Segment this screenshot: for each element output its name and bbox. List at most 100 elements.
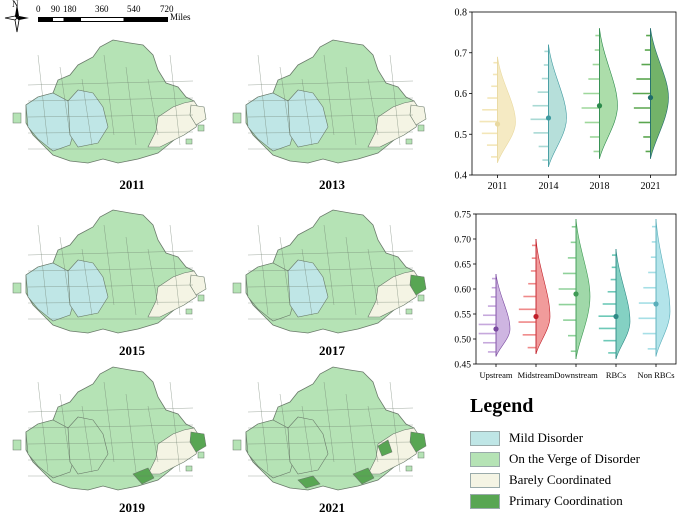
x-tick-label: Midstream (518, 370, 555, 380)
map-boundary (103, 54, 115, 136)
map-boundary (59, 66, 71, 136)
violin-upstream (495, 273, 511, 357)
mean-dot (596, 103, 603, 109)
map-boundary (345, 236, 357, 316)
map-boundary (103, 224, 115, 306)
x-tick-label: 2021 (641, 181, 661, 192)
violin-2011 (497, 56, 516, 163)
map-year-label: 2021 (319, 500, 345, 515)
map-year-label: 2011 (119, 177, 145, 192)
map-island (417, 451, 425, 459)
mean-dot (494, 121, 501, 127)
map-island (405, 138, 413, 145)
map-island (12, 439, 22, 451)
scale-bar (38, 17, 168, 22)
map-boundary (247, 284, 414, 288)
map-boundary (27, 114, 194, 118)
map-boundary (27, 301, 194, 304)
scale-tick: 540 (127, 4, 141, 14)
legend-title: Legend (470, 395, 534, 417)
map-island (417, 124, 425, 132)
map-boundary (247, 97, 414, 102)
map-year-label: 2013 (319, 177, 345, 192)
map-region-east (147, 100, 203, 148)
y-tick-label: 0.55 (454, 311, 471, 321)
map-boundary (27, 250, 194, 256)
map-boundary (103, 381, 115, 463)
map-island (12, 282, 22, 294)
mean-dot (613, 313, 619, 320)
x-tick-label: 2018 (590, 181, 610, 192)
map-boundary (247, 458, 414, 461)
map-boundary (81, 405, 93, 473)
map-region-far-east (409, 431, 427, 453)
y-tick-label: 0.7 (455, 48, 468, 59)
map-boundary (125, 66, 137, 146)
map-boundary (301, 78, 313, 146)
map-island (232, 282, 242, 294)
x-tick-label: 2014 (539, 181, 559, 192)
choropleth-map (12, 209, 207, 334)
map-boundary (345, 66, 357, 146)
legend-label: Primary Coordination (509, 493, 623, 508)
map-region-hub (377, 439, 393, 457)
map-boundary (27, 284, 194, 288)
x-tick-label: Upstream (479, 370, 512, 380)
raincloud-chart-years: 0.4 0.5 0.6 0.7 0.8 2011 2014 2018 2021 (455, 8, 677, 192)
y-tick-label: 0.8 (455, 8, 468, 19)
scale-unit: Miles (170, 12, 191, 22)
y-tick-label: 0.6 (455, 89, 468, 100)
map-boundary (345, 393, 357, 473)
north-label: N (12, 0, 19, 9)
map-boundary (247, 131, 414, 134)
map-year-label: 2015 (119, 343, 145, 358)
map-island (405, 308, 413, 315)
map-boundary (389, 381, 401, 473)
legend-item: Barely Coordinated (470, 471, 611, 489)
choropleth-map (232, 209, 427, 334)
mean-dot (545, 115, 552, 121)
map-boundary (169, 381, 181, 473)
choropleth-map (12, 39, 207, 164)
map-boundary (59, 393, 71, 463)
map-boundary (247, 250, 414, 256)
map-boundary (37, 381, 49, 473)
map-boundary (81, 248, 93, 316)
map-boundary (247, 301, 414, 304)
map-region-far-east (189, 104, 207, 126)
map-boundary (81, 78, 93, 146)
violin-non-rbcs (655, 218, 671, 357)
legend-label: On the Verge of Disorder (509, 451, 640, 466)
map-boundary (301, 248, 313, 316)
scale-tick: 90 (51, 4, 60, 14)
map-boundary (247, 80, 414, 86)
map-boundary (367, 405, 379, 463)
legend-swatch (470, 472, 500, 488)
map-boundary (301, 405, 313, 473)
violin-2014 (548, 44, 567, 167)
map-boundary (389, 54, 401, 146)
map-region-hub (297, 475, 321, 489)
y-tick-label: 0.75 (454, 211, 471, 221)
y-tick-label: 0.60 (454, 286, 471, 296)
map-boundary (257, 381, 269, 473)
violin-2018 (599, 28, 618, 159)
map-boundary (59, 236, 71, 306)
x-tick-label: RBCs (606, 370, 626, 380)
map-island (197, 124, 205, 132)
map-boundary (367, 78, 379, 136)
choropleth-map (232, 39, 427, 164)
legend-label: Mild Disorder (509, 430, 584, 445)
y-tick-label: 0.50 (454, 336, 471, 346)
map-boundary (147, 78, 159, 136)
y-tick-label: 0.65 (454, 261, 471, 271)
scale-tick: 0 (36, 4, 41, 14)
map-boundary (27, 97, 194, 102)
map-boundary (279, 66, 291, 136)
map-boundary (27, 424, 194, 429)
map-region-east (147, 270, 203, 318)
choropleth-map (232, 366, 427, 491)
map-boundary (367, 248, 379, 306)
map-boundary (169, 54, 181, 146)
map-island (185, 138, 193, 145)
